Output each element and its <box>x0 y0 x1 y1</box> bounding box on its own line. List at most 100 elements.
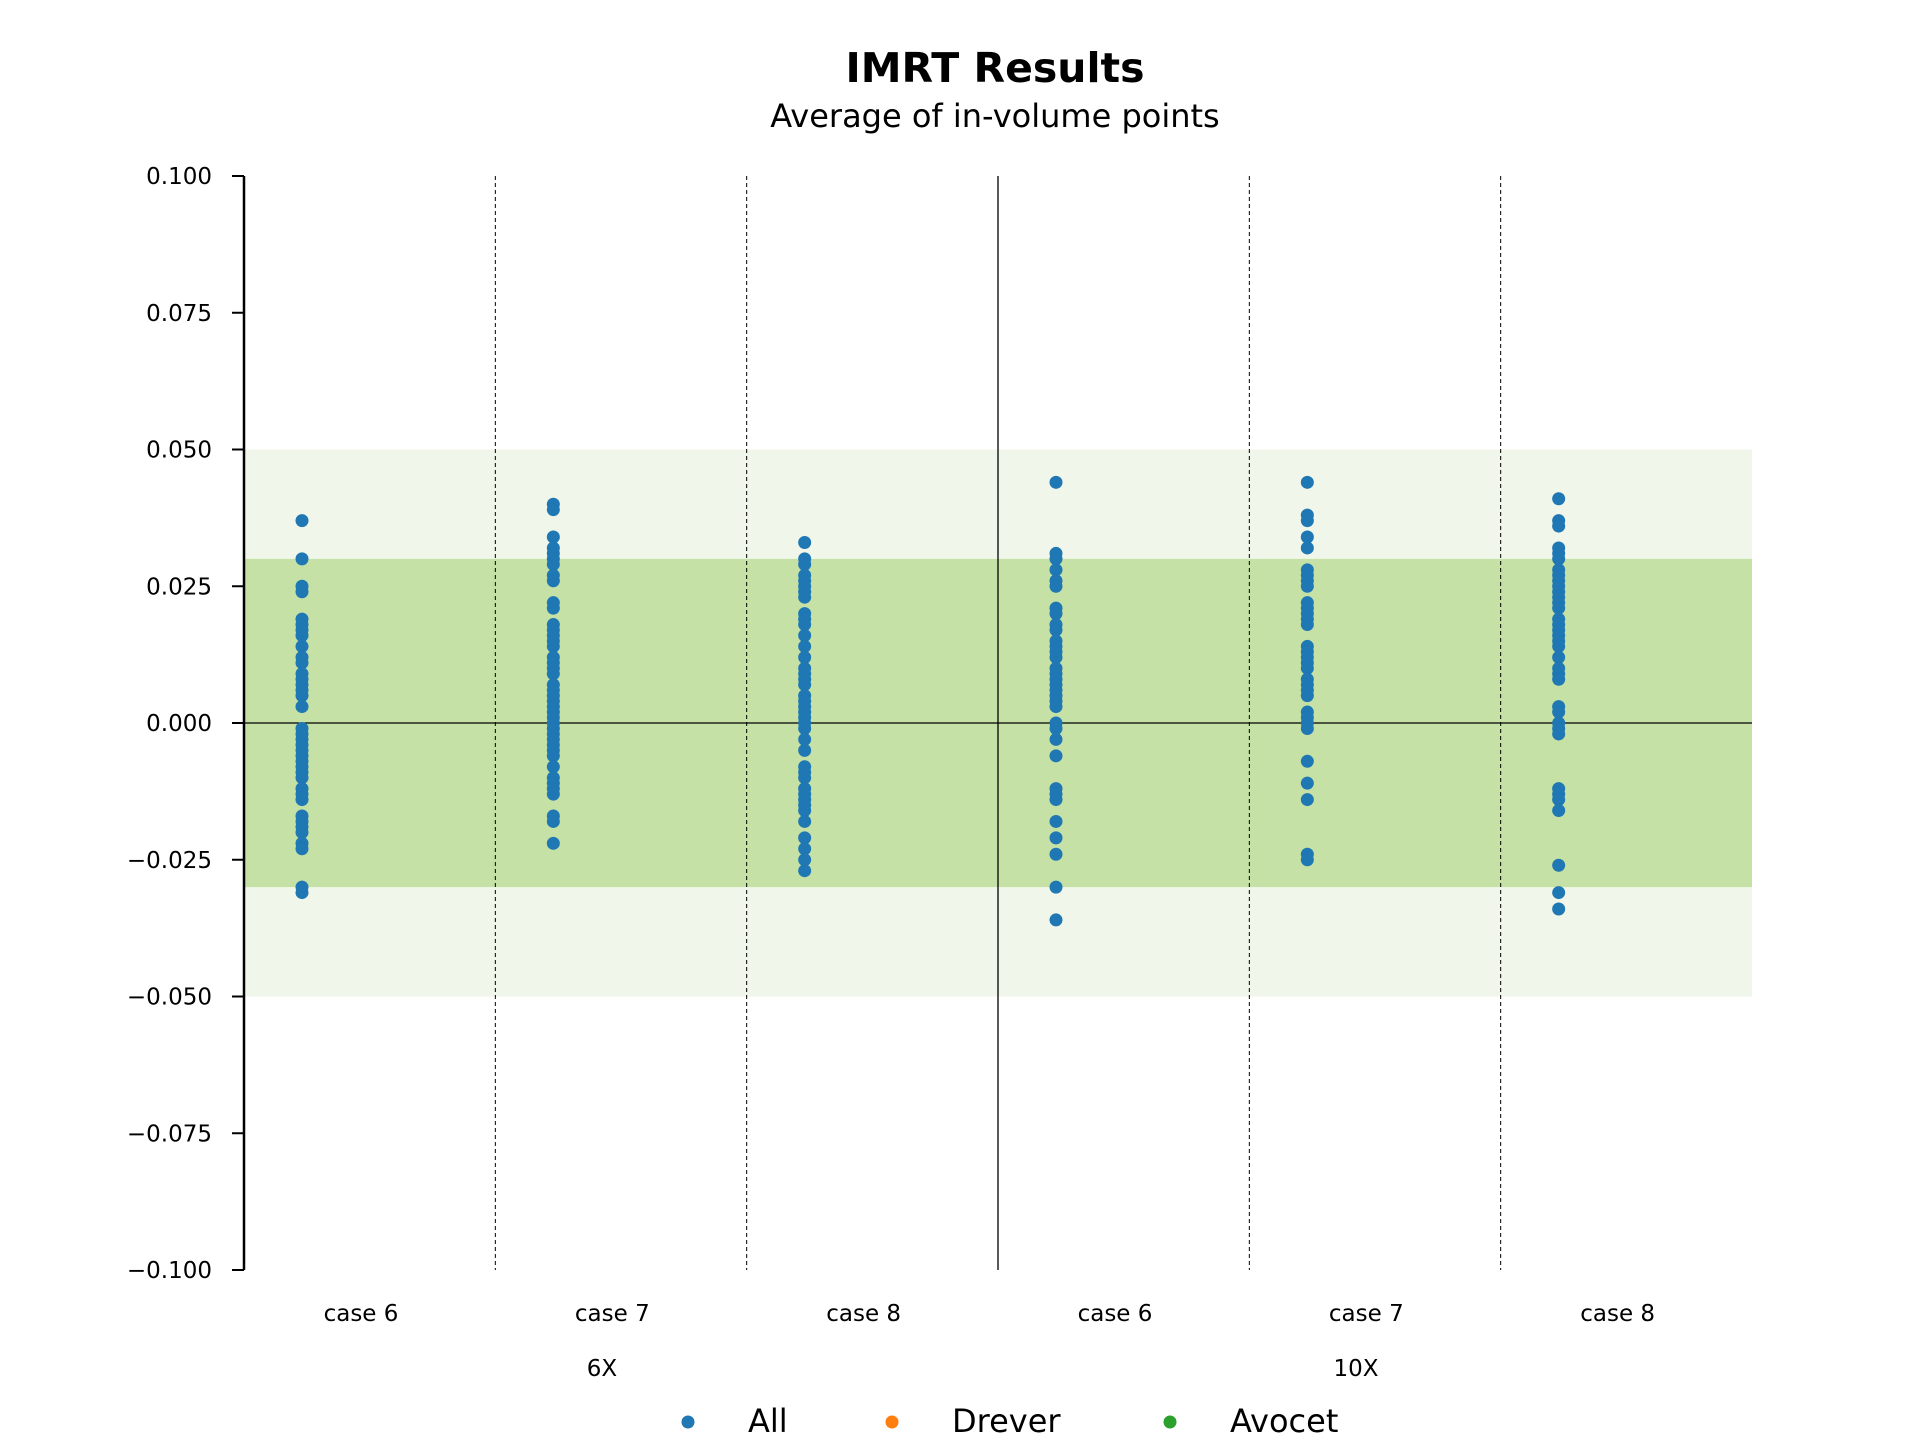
y-tick-label: 0.075 <box>146 301 212 327</box>
y-tick-label: −0.050 <box>127 985 212 1011</box>
data-point <box>295 825 309 839</box>
data-point <box>798 842 812 856</box>
data-point <box>1049 552 1063 566</box>
data-point <box>1049 579 1063 593</box>
chart-title: IMRT Results <box>845 44 1144 92</box>
data-point <box>1552 519 1566 533</box>
data-point <box>1552 672 1566 686</box>
data-point <box>295 689 309 703</box>
data-point <box>295 639 309 653</box>
data-point <box>1049 623 1063 637</box>
data-point <box>1049 913 1063 927</box>
legend-marker <box>1163 1415 1177 1429</box>
data-point <box>798 557 812 571</box>
data-point <box>1552 793 1566 807</box>
data-point <box>1552 639 1566 653</box>
data-point <box>295 656 309 670</box>
x-group-label: 10X <box>1333 1356 1378 1382</box>
data-point <box>798 535 812 549</box>
data-point <box>1300 721 1314 735</box>
data-point <box>546 667 560 681</box>
data-point <box>1552 705 1566 719</box>
x-category-label: case 6 <box>324 1301 399 1327</box>
data-point <box>1300 689 1314 703</box>
data-point <box>798 732 812 746</box>
x-category-label: case 6 <box>1078 1301 1153 1327</box>
data-point <box>1300 618 1314 632</box>
data-point <box>295 628 309 642</box>
data-point <box>546 814 560 828</box>
data-point <box>295 771 309 785</box>
data-point <box>1049 732 1063 746</box>
data-point <box>546 639 560 653</box>
data-point <box>1300 661 1314 675</box>
data-point <box>546 557 560 571</box>
y-tick-label: 0.100 <box>146 164 212 190</box>
legend-marker <box>681 1415 695 1429</box>
data-point <box>1300 853 1314 867</box>
data-point <box>1049 700 1063 714</box>
data-point <box>1552 886 1566 900</box>
y-tick-label: 0.000 <box>146 711 212 737</box>
data-point <box>1552 552 1566 566</box>
data-point <box>798 831 812 845</box>
data-point <box>546 787 560 801</box>
group-labels: 6X 10X <box>587 1356 1379 1382</box>
y-tick-label: −0.100 <box>127 1258 212 1284</box>
x-category-label: case 8 <box>1580 1301 1655 1327</box>
data-point <box>798 721 812 735</box>
data-point <box>1300 793 1314 807</box>
legend-label: Drever <box>952 1402 1061 1440</box>
data-point <box>546 503 560 517</box>
data-point <box>1552 650 1566 664</box>
data-point <box>1300 541 1314 555</box>
data-point <box>1552 858 1566 872</box>
category-labels: case 6 case 7 case 8 case 6 case 7 case 8 <box>324 1301 1655 1327</box>
data-point <box>1552 902 1566 916</box>
data-point <box>798 618 812 632</box>
data-point <box>295 514 309 528</box>
legend-label: All <box>748 1402 788 1440</box>
data-point <box>1300 579 1314 593</box>
y-tick-label: 0.025 <box>146 574 212 600</box>
data-point <box>1049 475 1063 489</box>
legend-marker <box>885 1415 899 1429</box>
data-point <box>798 639 812 653</box>
x-category-label: case 7 <box>575 1301 650 1327</box>
data-point <box>546 836 560 850</box>
data-point <box>1300 530 1314 544</box>
y-tick-label: 0.050 <box>146 438 212 464</box>
data-point <box>546 760 560 774</box>
data-point <box>546 530 560 544</box>
y-axis: 0.100 0.075 0.050 0.025 0.000 −0.025 −0.050 −0.… <box>127 164 246 1284</box>
data-point <box>1049 814 1063 828</box>
data-point <box>1049 563 1063 577</box>
data-point <box>295 886 309 900</box>
data-point <box>1049 650 1063 664</box>
points-layer <box>295 475 1566 927</box>
data-point <box>546 574 560 588</box>
data-point <box>1049 880 1063 894</box>
data-point <box>798 804 812 818</box>
data-point <box>1300 776 1314 790</box>
data-point <box>1300 514 1314 528</box>
data-point <box>546 601 560 615</box>
data-point <box>295 793 309 807</box>
data-point <box>1552 804 1566 818</box>
data-point <box>798 853 812 867</box>
data-point <box>1300 754 1314 768</box>
data-point <box>1049 721 1063 735</box>
x-category-label: case 7 <box>1329 1301 1404 1327</box>
data-point <box>1049 793 1063 807</box>
legend: All Drever Avocet <box>681 1402 1338 1440</box>
data-point <box>295 842 309 856</box>
data-point <box>798 650 812 664</box>
data-point <box>295 700 309 714</box>
y-tick-label: −0.025 <box>127 848 212 874</box>
data-point <box>546 749 560 763</box>
data-point <box>798 590 812 604</box>
data-point <box>1049 607 1063 621</box>
data-point <box>798 814 812 828</box>
data-point <box>798 864 812 878</box>
